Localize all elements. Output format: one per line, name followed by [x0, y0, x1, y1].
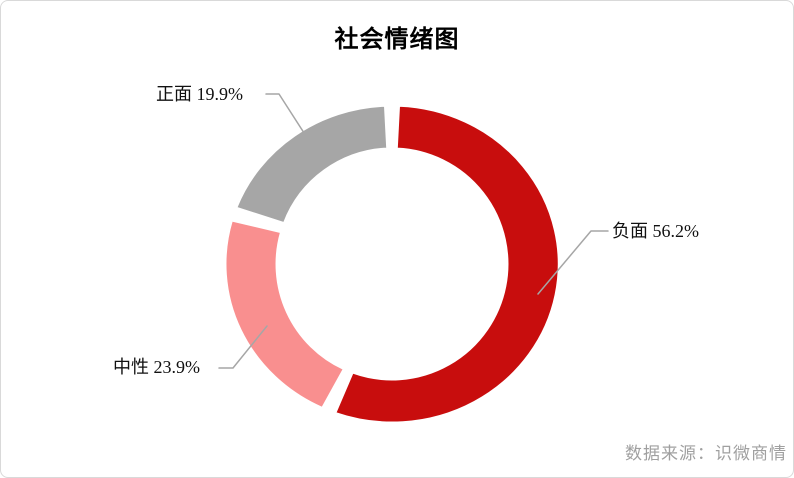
slice-label-neutral: 中性 23.9%	[113, 357, 200, 377]
pie-slice-neutral	[225, 220, 344, 408]
pie-slice-negative	[335, 105, 559, 423]
leader-line-positive	[265, 93, 307, 137]
slice-label-positive: 正面 19.9%	[156, 84, 243, 104]
chart-title: 社会情绪图	[334, 27, 460, 53]
leader-line-neutral	[218, 325, 268, 369]
pie-slice-positive	[236, 105, 388, 224]
leader-line-negative	[537, 230, 609, 295]
source-credit: 数据来源：识微商情	[625, 444, 787, 463]
slice-label-negative: 负面 56.2%	[612, 221, 699, 241]
